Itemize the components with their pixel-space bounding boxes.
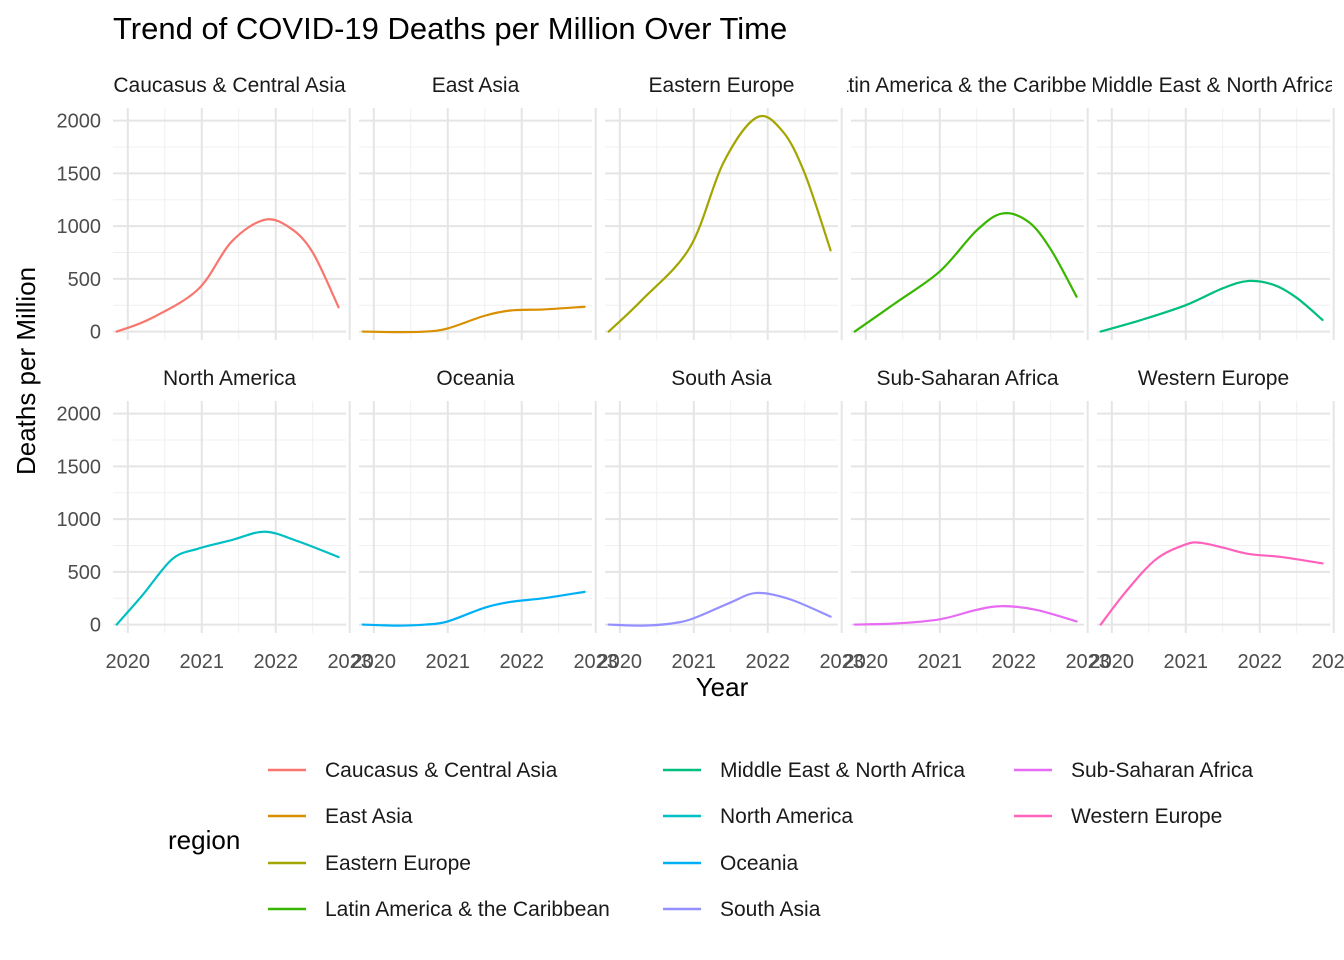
legend-item-latin-america-and-the-caribbean: Latin America & the Caribbean <box>268 898 610 921</box>
grid <box>113 108 351 340</box>
grid <box>605 108 843 340</box>
y-axis-title: Deaths per Million <box>11 267 41 475</box>
facet-panel-western-europe: Western Europe 2020 2021 2022 2023 <box>1090 367 1344 673</box>
facet-panel-sub-saharan-africa: Sub-Saharan Africa 2020 2021 2022 2023 <box>844 367 1110 673</box>
y-tick-label: 2000 <box>57 404 102 426</box>
legend-item-sub-saharan-africa: Sub-Saharan Africa <box>1014 759 1253 782</box>
x-tick-label: 2022 <box>253 651 298 673</box>
x-tick-label: 2023 <box>327 651 372 673</box>
grid <box>113 401 351 633</box>
x-tick-label: 2022 <box>745 651 790 673</box>
facet-panel-middle-east-and-north-africa: Middle East & North Africa <box>1091 74 1336 340</box>
legend-label: North America <box>720 805 853 828</box>
y-tick-label: 2000 <box>57 111 102 133</box>
series-line-east-asia <box>361 305 586 334</box>
facet-strip-label: Eastern Europe <box>649 74 795 97</box>
legend: region Caucasus & Central Asia East Asia E… <box>168 759 1253 921</box>
x-tick-label: 2022 <box>991 651 1036 673</box>
grid <box>605 401 843 633</box>
facet-panel-east-asia: East Asia <box>359 74 597 340</box>
facet-panel-caucasus-and-central-asia: Caucasus & Central Asia 0 500 1000 1500 2000 <box>57 74 351 344</box>
x-tick-label: 2020 <box>844 651 889 673</box>
legend-item-western-europe: Western Europe <box>1014 805 1222 828</box>
series-line-south-asia <box>607 591 832 627</box>
x-tick-label: 2023 <box>819 651 864 673</box>
facet-panel-latin-america-and-the-caribbean: Latin America & the Caribbean <box>825 74 1110 340</box>
series-line-caucasus-and-central-asia <box>115 218 340 333</box>
y-tick-label: 1500 <box>57 456 102 478</box>
y-tick-label: 0 <box>90 322 101 344</box>
legend-label: Sub-Saharan Africa <box>1071 759 1253 782</box>
series-line-eastern-europe <box>607 114 832 333</box>
legend-label: Eastern Europe <box>325 852 471 875</box>
legend-item-east-asia: East Asia <box>268 805 413 828</box>
facet-strip-label: Western Europe <box>1138 367 1289 390</box>
series-line-western-europe <box>1099 541 1324 626</box>
x-tick-label: 2021 <box>426 651 471 673</box>
grid <box>1097 108 1335 340</box>
x-tick-label: 2020 <box>1090 651 1135 673</box>
y-tick-label: 500 <box>68 269 101 291</box>
legend-label: Latin America & the Caribbean <box>325 898 610 921</box>
facet-strip-label: Latin America & the Caribbean <box>825 74 1110 97</box>
series-line-north-america <box>115 530 340 626</box>
facet-strip-label: East Asia <box>432 74 520 97</box>
x-axis-title: Year <box>696 672 749 702</box>
facet-strip-label: North America <box>163 367 296 390</box>
legend-title: region <box>168 825 240 855</box>
legend-label: South Asia <box>720 898 821 921</box>
legend-label: Oceania <box>720 852 799 875</box>
series-line-middle-east-and-north-africa <box>1099 279 1324 333</box>
legend-item-middle-east-and-north-africa: Middle East & North Africa <box>663 759 965 782</box>
x-tick-label: 2023 <box>1065 651 1110 673</box>
x-tick-label: 2020 <box>106 651 151 673</box>
grid <box>851 108 1089 340</box>
chart-title: Trend of COVID-19 Deaths per Million Ove… <box>113 11 787 46</box>
facet-strip-label: South Asia <box>671 367 772 390</box>
grid <box>359 108 597 340</box>
legend-item-oceania: Oceania <box>663 852 799 875</box>
facet-panel-oceania: Oceania 2020 2021 2022 2023 <box>352 367 618 673</box>
legend-label: East Asia <box>325 805 413 828</box>
legend-label: Western Europe <box>1071 805 1222 828</box>
x-tick-label: 2020 <box>598 651 643 673</box>
grid <box>1097 401 1335 633</box>
x-tick-label: 2022 <box>499 651 544 673</box>
grid <box>359 401 597 633</box>
facet-strip-label: Oceania <box>436 367 515 390</box>
y-tick-label: 1500 <box>57 163 102 185</box>
x-tick-label: 2021 <box>918 651 963 673</box>
x-tick-label: 2020 <box>352 651 397 673</box>
series-line-latin-america-and-the-caribbean <box>853 212 1078 333</box>
facet-strip-label: Caucasus & Central Asia <box>113 74 346 97</box>
legend-item-north-america: North America <box>663 805 853 828</box>
series-line-sub-saharan-africa <box>853 605 1078 626</box>
x-tick-label: 2023 <box>573 651 618 673</box>
series-line-oceania <box>361 590 586 627</box>
grid <box>851 401 1089 633</box>
facet-panel-north-america: North America 0 500 1000 1500 2000 2020 2021 202… <box>57 367 372 673</box>
x-tick-label: 2021 <box>1164 651 1209 673</box>
x-tick-label: 2022 <box>1237 651 1282 673</box>
x-tick-label: 2021 <box>180 651 225 673</box>
legend-item-caucasus-and-central-asia: Caucasus & Central Asia <box>268 759 558 782</box>
facet-panels: Caucasus & Central Asia 0 500 1000 1500 2000 E… <box>57 74 1344 673</box>
facet-strip-label: Sub-Saharan Africa <box>876 367 1058 390</box>
legend-item-eastern-europe: Eastern Europe <box>268 852 471 875</box>
facet-panel-south-asia: South Asia 2020 2021 2022 2023 <box>598 367 864 673</box>
legend-item-south-asia: South Asia <box>663 898 821 921</box>
legend-label: Caucasus & Central Asia <box>325 759 558 782</box>
x-tick-label: 2023 <box>1311 651 1344 673</box>
x-tick-label: 2021 <box>672 651 717 673</box>
legend-label: Middle East & North Africa <box>720 759 965 782</box>
y-tick-label: 1000 <box>57 509 102 531</box>
facet-panel-eastern-europe: Eastern Europe <box>605 74 843 340</box>
y-tick-label: 500 <box>68 562 101 584</box>
y-tick-label: 1000 <box>57 216 102 238</box>
y-tick-label: 0 <box>90 615 101 637</box>
facet-strip-label: Middle East & North Africa <box>1091 74 1336 97</box>
